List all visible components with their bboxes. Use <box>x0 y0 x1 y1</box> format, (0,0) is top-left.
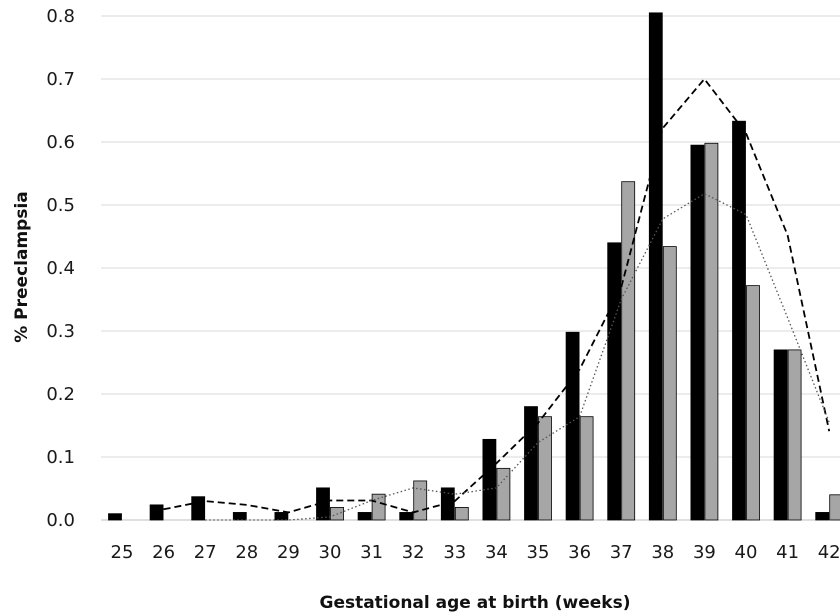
gridlines <box>101 15 840 521</box>
bar-series2-40 <box>746 285 760 521</box>
bar-series1-40 <box>732 120 746 521</box>
x-tick-label: 25 <box>111 542 134 563</box>
y-tick-label: 0.2 <box>46 384 75 405</box>
trend-line-dotted <box>205 192 830 521</box>
bar-series2-39 <box>704 142 719 521</box>
x-tick-label: 34 <box>485 542 508 563</box>
bar-series1-37 <box>607 242 622 521</box>
bar-series2-37 <box>621 181 636 521</box>
x-tick-label: 27 <box>194 542 217 563</box>
bar-series2-36 <box>579 416 594 521</box>
y-tick-label: 0.4 <box>46 258 75 279</box>
bar-series1-34 <box>482 438 497 521</box>
bar-series2-42 <box>829 494 840 521</box>
bar-series2-32 <box>413 480 428 521</box>
bars <box>108 12 840 521</box>
x-tick-label: 32 <box>402 542 425 563</box>
y-tick-label: 0.1 <box>46 447 75 468</box>
y-tick-label: 0.6 <box>46 132 75 153</box>
bar-series1-42 <box>815 512 830 521</box>
bar-series1-39 <box>690 144 705 521</box>
x-tick-label: 40 <box>735 542 758 563</box>
x-tick-label: 41 <box>776 542 799 563</box>
x-tick-label: 28 <box>235 542 258 563</box>
x-tick-labels: 25 26 27 28 29 30 31 32 33 34 35 36 37 38 39 40 41 42 <box>111 542 840 563</box>
bar-series2-38 <box>662 246 677 521</box>
x-axis-title: Gestational age at birth (weeks) <box>319 593 630 613</box>
y-tick-label: 0.3 <box>46 321 75 342</box>
bar-series1-26 <box>149 504 164 521</box>
trend-lines <box>163 77 831 521</box>
bar-series1-36 <box>565 331 580 521</box>
x-tick-label: 33 <box>443 542 466 563</box>
y-tick-labels: 0.0 0.1 0.2 0.3 0.4 0.5 0.6 0.7 0.8 <box>46 6 75 531</box>
x-tick-label: 29 <box>277 542 300 563</box>
bar-series1-33 <box>440 487 455 521</box>
y-tick-label: 0.0 <box>46 510 75 531</box>
y-axis-title: % Preeclampsia <box>12 191 32 343</box>
bar-series2-35 <box>538 416 552 521</box>
x-tick-label: 38 <box>651 542 674 563</box>
bar-series1-27 <box>191 496 206 521</box>
x-tick-label: 36 <box>568 542 591 563</box>
bar-series1-25 <box>108 513 122 521</box>
y-tick-label: 0.5 <box>46 195 75 216</box>
bar-series1-41 <box>773 349 788 521</box>
y-tick-label: 0.8 <box>46 6 75 27</box>
bar-series2-41 <box>787 349 802 521</box>
bar-series2-33 <box>454 506 469 521</box>
x-tick-label: 35 <box>527 542 550 563</box>
y-tick-label: 0.7 <box>46 69 75 90</box>
bar-series1-38 <box>648 12 663 521</box>
x-tick-label: 39 <box>693 542 716 563</box>
x-tick-label: 42 <box>818 542 840 563</box>
bar-series2-34 <box>496 467 511 521</box>
bar-series1-28 <box>232 512 247 521</box>
bar-series1-35 <box>524 406 538 521</box>
bar-series1-32 <box>399 512 414 521</box>
bar-series1-29 <box>274 512 289 521</box>
bar-series2-31 <box>371 493 386 521</box>
bar-series1-31 <box>357 512 372 521</box>
x-tick-label: 26 <box>152 542 175 563</box>
x-tick-label: 30 <box>319 542 342 563</box>
x-tick-label: 37 <box>610 542 633 563</box>
x-tick-label: 31 <box>360 542 383 563</box>
trend-line-dashed <box>163 77 831 514</box>
